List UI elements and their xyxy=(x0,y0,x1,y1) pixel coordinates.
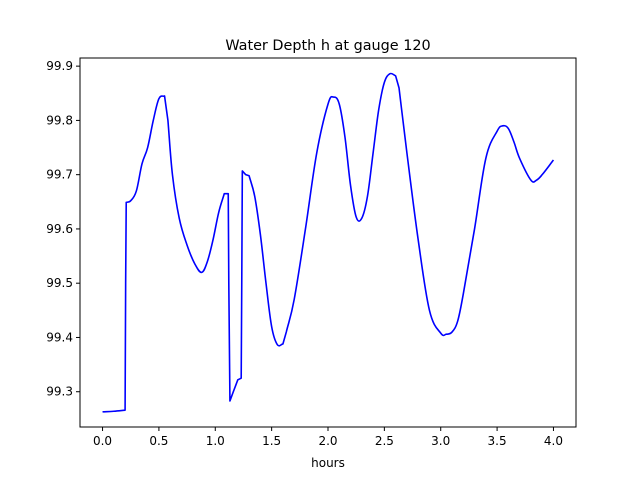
y-tick-label: 99.4 xyxy=(46,330,73,344)
x-tick-label: 0.0 xyxy=(93,434,112,448)
x-tick-label: 3.0 xyxy=(431,434,450,448)
x-tick-label: 2.0 xyxy=(318,434,337,448)
x-axis-label: hours xyxy=(311,456,345,470)
y-tick-label: 99.7 xyxy=(46,168,73,182)
y-tick-label: 99.3 xyxy=(46,385,73,399)
x-tick-label: 2.5 xyxy=(375,434,394,448)
x-tick-label: 1.5 xyxy=(262,434,281,448)
chart-title: Water Depth h at gauge 120 xyxy=(225,38,430,54)
x-tick-label: 3.5 xyxy=(488,434,507,448)
plot-area xyxy=(102,72,555,413)
y-tick-label: 99.9 xyxy=(46,59,73,73)
y-tick-label: 99.8 xyxy=(46,113,73,127)
series-line xyxy=(102,72,555,413)
y-tick-label: 99.6 xyxy=(46,222,73,236)
axis-ticks: 0.0 0.5 1.0 1.5 2.0 2.5 3.0 3.5 4.0 99.3 99.4 99.5 9… xyxy=(46,59,563,448)
x-tick-label: 0.5 xyxy=(149,434,168,448)
axes-frame xyxy=(79,57,577,428)
y-tick-label: 99.5 xyxy=(46,276,73,290)
x-tick-label: 4.0 xyxy=(544,434,563,448)
x-tick-label: 1.0 xyxy=(206,434,225,448)
